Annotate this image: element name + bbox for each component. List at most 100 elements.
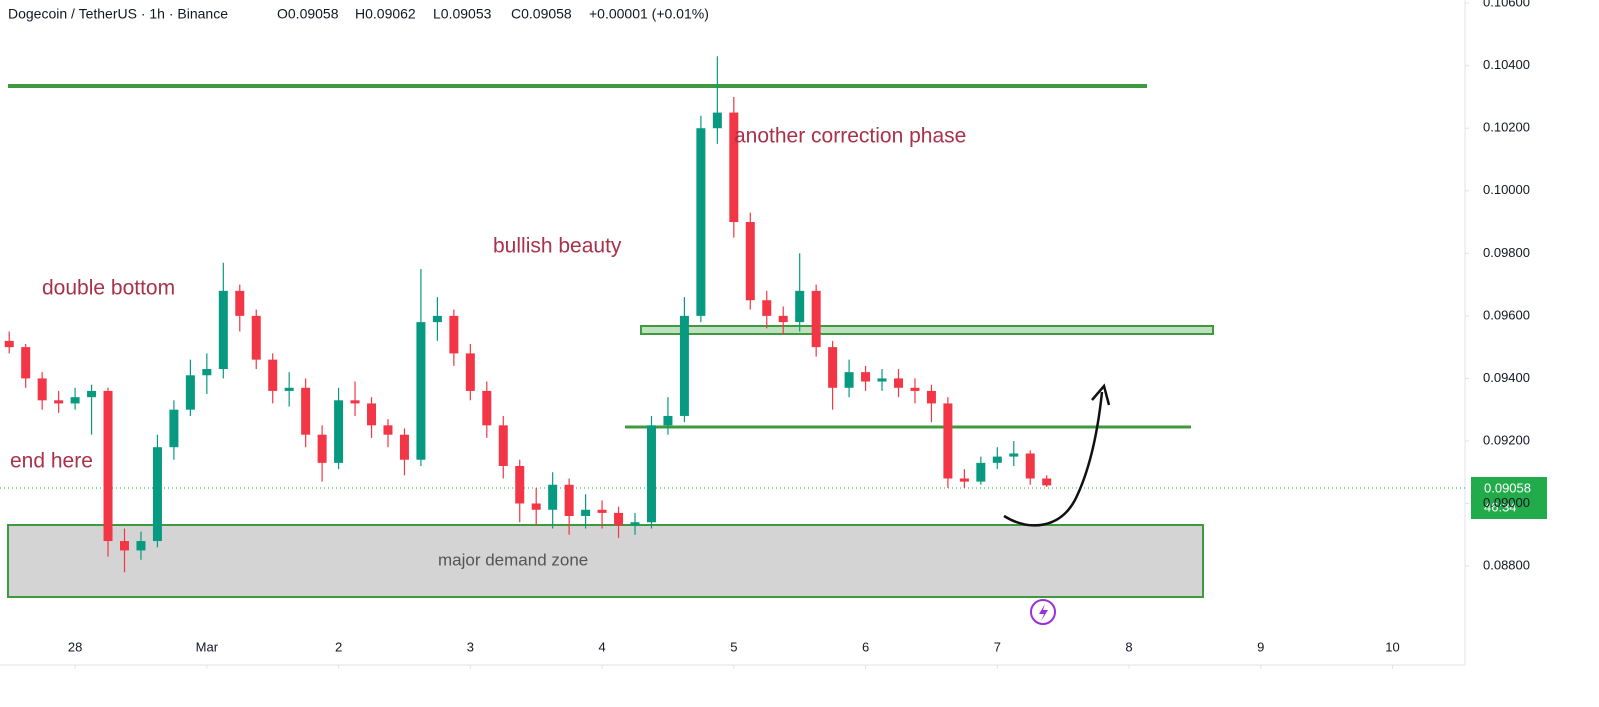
candle-body [762, 300, 772, 316]
annotation: bullish beauty [493, 235, 622, 258]
candle-body [1042, 478, 1052, 486]
x-tick-label: 8 [1125, 639, 1132, 654]
candle-body [54, 400, 64, 404]
ohlc-legend: O0.09058 H0.09062 L0.09053 C0.09058 +0.00001… [277, 6, 709, 22]
candle-body [465, 353, 475, 391]
supply-zone [640, 325, 1214, 335]
y-tick-label: 0.08800 [1483, 557, 1530, 572]
x-tick-label: 6 [862, 639, 869, 654]
candle-body [169, 409, 179, 448]
candle-body [564, 484, 574, 517]
candle-body [432, 315, 442, 323]
candle-body [1009, 453, 1019, 457]
y-tick-label: 0.10200 [1483, 120, 1530, 135]
candle-body [152, 447, 162, 542]
arrow-head [1091, 383, 1111, 406]
x-tick-label: 7 [994, 639, 1001, 654]
demand-zone [7, 524, 1204, 598]
candle-body [449, 315, 459, 354]
candle-body [350, 400, 360, 404]
y-tick-label: 0.10000 [1483, 182, 1530, 197]
candle-body [795, 290, 805, 323]
candle-body [1025, 453, 1035, 479]
candle-body [136, 541, 146, 551]
candle-body [301, 387, 311, 435]
arrow [1003, 391, 1104, 527]
candle-body [383, 425, 393, 435]
candle-body [251, 315, 261, 360]
ohlc-value: C0.09058 [511, 6, 572, 22]
y-tick-label: 0.09800 [1483, 245, 1530, 260]
candle-body [614, 512, 624, 526]
candle-body [778, 315, 788, 323]
candle-body [844, 372, 854, 388]
countdown: 46:34 [1484, 499, 1517, 514]
x-tick-label: 10 [1385, 639, 1399, 654]
candle-body [317, 434, 327, 463]
annotation: end here [10, 450, 93, 473]
candle-body [811, 290, 821, 348]
candle-body [959, 478, 969, 482]
candle-body [531, 503, 541, 510]
candle-body [4, 340, 14, 348]
candle-body [597, 509, 607, 513]
candle-body [646, 425, 656, 523]
candle-body [712, 112, 722, 129]
candle-body [235, 290, 245, 316]
candle-body [416, 322, 426, 460]
ohlc-value: O0.09058 [277, 6, 339, 22]
candle-body [268, 359, 278, 391]
candle-body [926, 390, 936, 404]
candle-body [367, 403, 377, 426]
x-tick-label: 2 [335, 639, 342, 654]
candles [4, 56, 1052, 573]
last-price: 0.09058 [1484, 480, 1531, 495]
candle-body [103, 390, 113, 542]
candle-body [334, 400, 344, 463]
candle-body [861, 372, 871, 382]
candle-body [37, 378, 47, 401]
x-tick-label: 4 [598, 639, 605, 654]
candle-body [630, 522, 640, 526]
candle-body [663, 415, 673, 426]
candle-body [498, 425, 508, 466]
annotation: major demand zone [438, 550, 588, 569]
candle-body [21, 347, 31, 379]
x-tick-label: 5 [730, 639, 737, 654]
candle-body [119, 541, 129, 551]
annotation: another correction phase [734, 125, 966, 148]
y-tick-label: 0.09200 [1483, 432, 1530, 447]
x-tick-label: 28 [68, 639, 82, 654]
x-tick-label: 3 [467, 639, 474, 654]
candle-body [992, 456, 1002, 463]
y-tick-label: 0.09400 [1483, 370, 1530, 385]
y-tick-label: 0.09000 [1483, 495, 1530, 510]
candle-body [696, 128, 706, 316]
candle-body [976, 462, 986, 482]
candle-body [581, 509, 591, 517]
x-tick-label: Mar [196, 639, 219, 654]
candle-body [943, 403, 953, 479]
candle-body [679, 315, 689, 416]
y-tick-label: 0.10600 [1483, 0, 1530, 10]
ohlc-value: +0.00001 (+0.01%) [589, 6, 709, 22]
x-tick-label: 9 [1257, 639, 1264, 654]
candle-body [745, 222, 755, 301]
symbol: Dogecoin / TetherUS · 1h · Binance [8, 6, 228, 22]
candle-body [87, 390, 97, 398]
candle-body [218, 290, 228, 370]
candle-body [877, 378, 887, 382]
candle-body [910, 387, 920, 391]
y-tick-label: 0.09600 [1483, 307, 1530, 322]
candle-body [548, 484, 558, 510]
candle-body [482, 390, 492, 426]
price-badge [1471, 477, 1547, 519]
event-icon-bolt [1039, 604, 1048, 621]
annotation: double bottom [42, 277, 175, 300]
ohlc-value: H0.09062 [355, 6, 416, 22]
candle-body [202, 369, 212, 376]
ohlc-value: L0.09053 [433, 6, 492, 22]
candle-body [284, 387, 294, 391]
